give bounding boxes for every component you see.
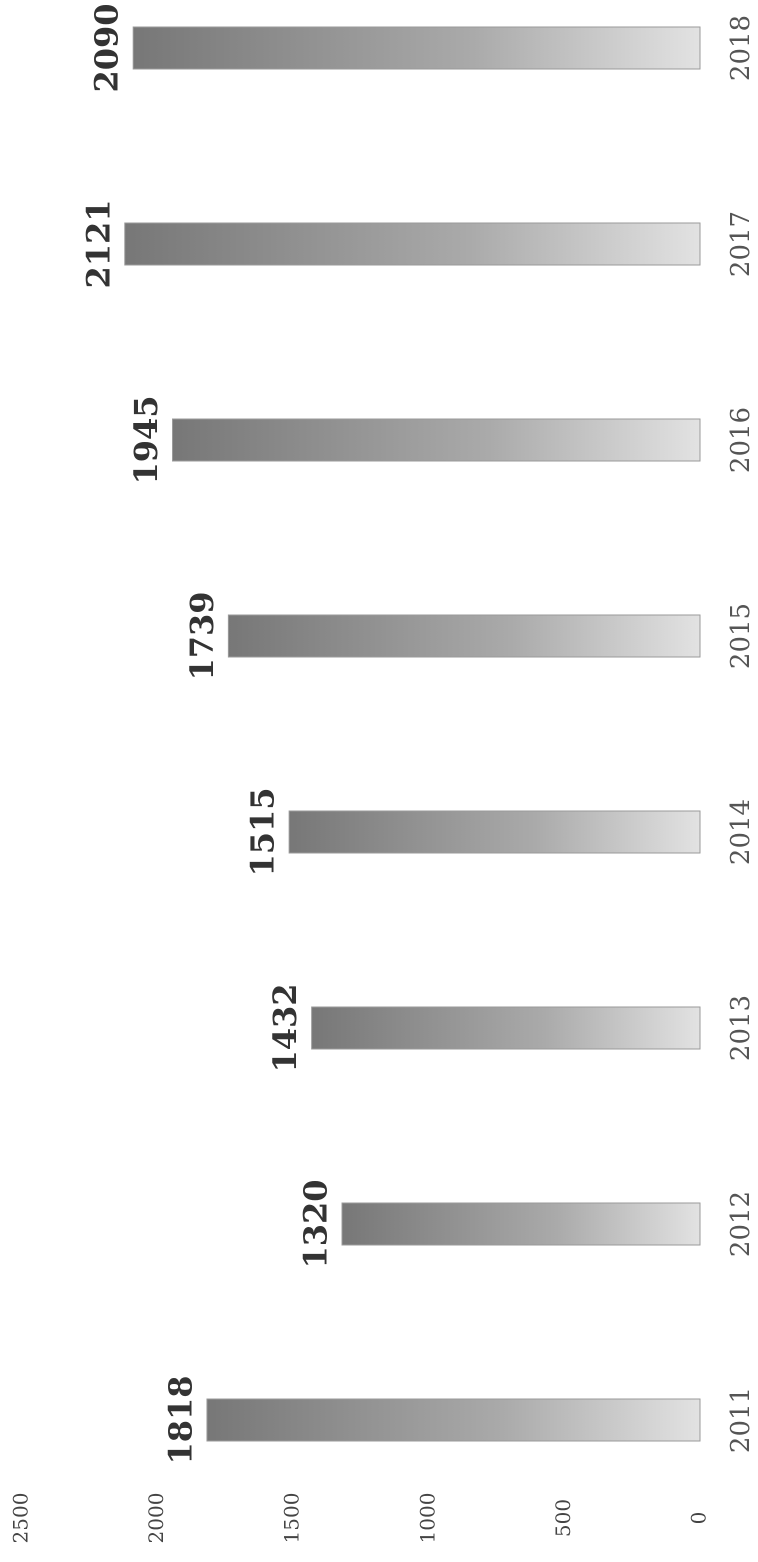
data-label: 2090 xyxy=(88,3,126,92)
bar xyxy=(206,1398,701,1442)
x-tick-label: 2016 xyxy=(726,407,756,473)
y-tick-label: 2500 xyxy=(9,1493,33,1544)
x-tick-label: 2012 xyxy=(726,1191,756,1257)
y-tick-label: 2000 xyxy=(144,1493,168,1544)
x-tick-label: 2018 xyxy=(726,15,756,81)
y-tick-label: 1000 xyxy=(415,1493,439,1544)
data-label: 2121 xyxy=(79,199,117,288)
data-label: 1515 xyxy=(244,787,282,876)
bar xyxy=(227,614,701,658)
x-tick-label: 2015 xyxy=(726,603,756,669)
bar xyxy=(124,222,701,266)
bar xyxy=(311,1006,701,1050)
x-tick-label: 2013 xyxy=(726,995,756,1061)
y-tick-label: 1500 xyxy=(280,1493,304,1544)
x-tick-label: 2014 xyxy=(726,799,756,865)
data-label: 1432 xyxy=(266,983,304,1072)
x-tick-label: 2011 xyxy=(726,1387,756,1453)
x-tick-label: 2017 xyxy=(726,211,756,277)
data-label: 1320 xyxy=(297,1179,335,1268)
bar xyxy=(172,418,701,462)
data-label: 1818 xyxy=(161,1375,199,1464)
bar xyxy=(341,1202,701,1246)
data-label: 1739 xyxy=(183,591,221,680)
y-tick-label: 500 xyxy=(551,1499,575,1537)
bar xyxy=(132,26,701,70)
data-label: 1945 xyxy=(127,395,165,484)
y-tick-label: 0 xyxy=(687,1512,711,1525)
bar xyxy=(288,810,701,854)
